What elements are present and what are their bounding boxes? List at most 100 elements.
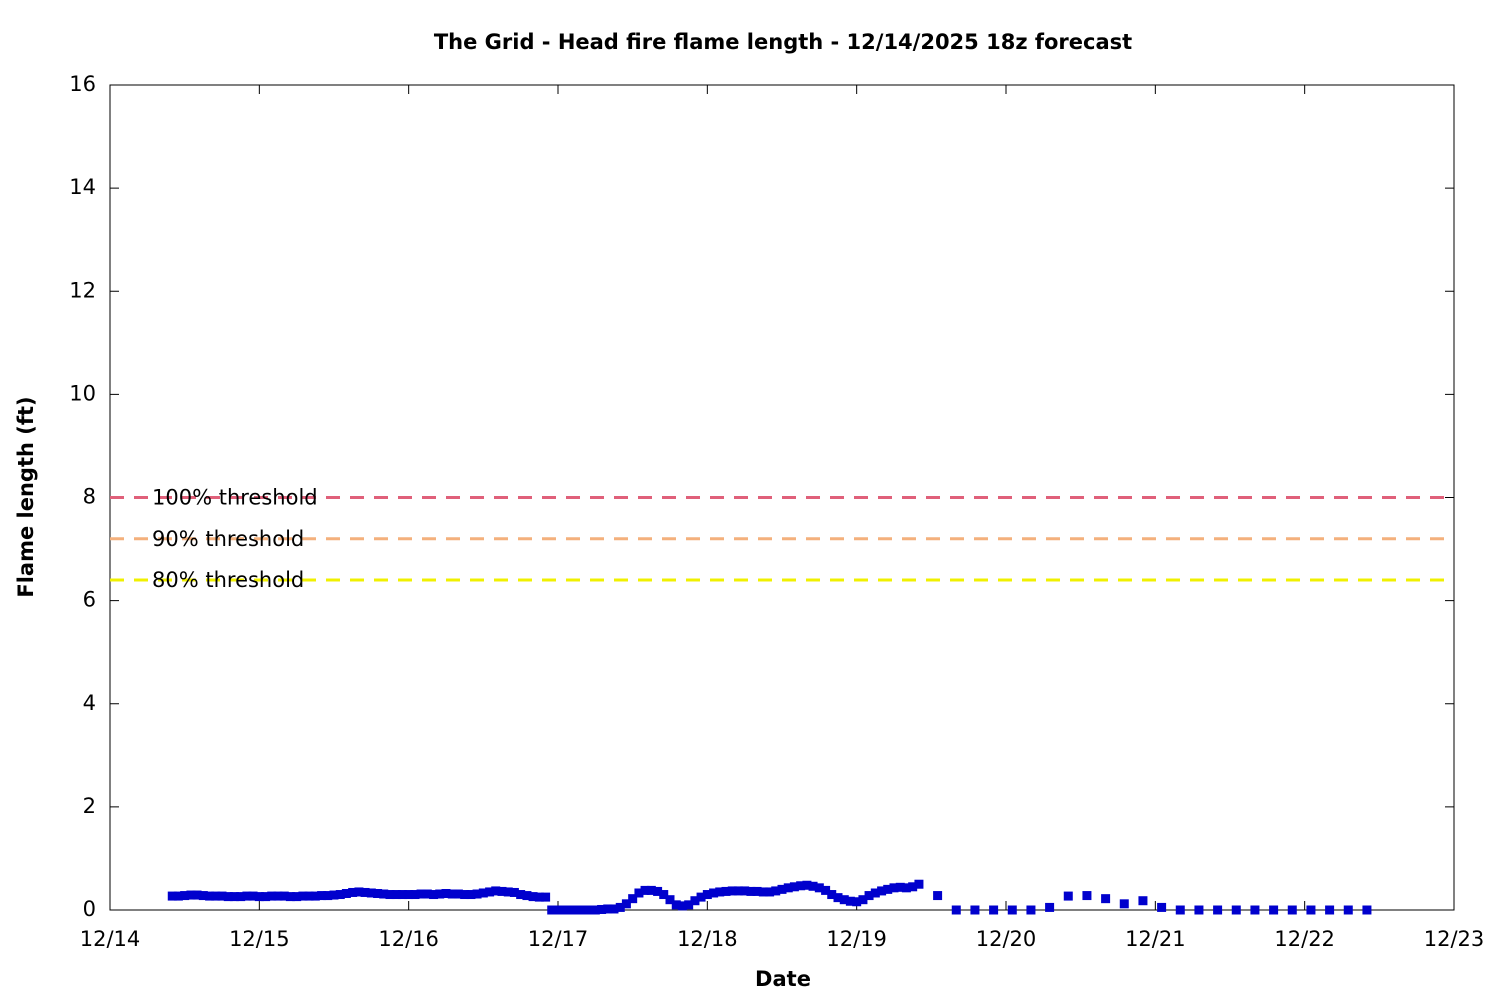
data-point: [453, 889, 463, 899]
data-point: [1343, 905, 1353, 915]
data-point: [578, 905, 588, 915]
data-point: [323, 891, 333, 901]
data-point: [628, 894, 638, 904]
data-point: [1250, 905, 1260, 915]
data-point: [777, 884, 787, 894]
data-point: [665, 895, 675, 905]
data-point: [709, 888, 719, 898]
data-point: [1007, 905, 1017, 915]
data-point: [485, 887, 495, 897]
data-point: [621, 899, 631, 909]
data-point: [534, 892, 544, 902]
data-point: [746, 886, 756, 896]
data-point: [821, 885, 831, 895]
data-point: [447, 889, 457, 899]
y-tick-label: 12: [69, 278, 96, 302]
data-point: [547, 905, 557, 915]
data-point: [870, 888, 880, 898]
data-point: [397, 890, 407, 900]
data-point: [653, 886, 663, 896]
data-point: [167, 891, 177, 901]
data-point: [771, 886, 781, 896]
data-point: [1119, 899, 1129, 909]
data-point: [404, 890, 414, 900]
data-point: [373, 889, 383, 898]
y-tick-label: 10: [69, 381, 96, 405]
data-point: [559, 905, 569, 915]
data-point: [833, 893, 843, 903]
data-point: [385, 890, 395, 900]
data-point: [727, 886, 737, 896]
data-point: [696, 892, 706, 902]
data-point: [1138, 896, 1148, 906]
x-tick-label: 12/17: [528, 927, 589, 951]
data-point: [1287, 905, 1297, 915]
data-point: [659, 890, 669, 900]
data-point: [858, 895, 868, 905]
data-point: [951, 905, 961, 915]
x-axis-label: Date: [755, 967, 811, 991]
data-point: [609, 904, 619, 914]
y-tick-label: 4: [83, 691, 96, 715]
data-point: [1194, 905, 1204, 915]
data-point: [491, 886, 501, 896]
chart-title: The Grid - Head fire flame length - 12/1…: [434, 30, 1132, 54]
data-point: [516, 890, 526, 900]
data-point: [597, 904, 607, 914]
y-tick-label: 6: [83, 588, 96, 612]
threshold-label: 80% threshold: [152, 568, 304, 592]
data-point: [285, 892, 295, 902]
data-point: [478, 888, 488, 898]
data-point: [503, 887, 513, 897]
data-point: [553, 905, 563, 915]
data-point: [472, 889, 482, 899]
data-point: [1306, 905, 1316, 915]
data-point: [211, 891, 221, 901]
data-point: [416, 889, 426, 899]
data-point: [429, 890, 439, 900]
data-point: [864, 891, 874, 901]
data-point: [565, 905, 575, 915]
data-point: [267, 891, 277, 901]
data-point: [528, 892, 538, 902]
data-point: [261, 892, 271, 902]
data-point: [1063, 891, 1073, 901]
data-point: [229, 892, 239, 902]
data-point: [970, 905, 980, 915]
data-point: [522, 891, 532, 901]
data-point: [435, 889, 445, 899]
data-point: [789, 882, 799, 892]
y-tick-label: 2: [83, 794, 96, 818]
data-point: [354, 887, 364, 897]
data-point: [335, 890, 345, 900]
data-point: [634, 888, 644, 898]
data-point: [310, 891, 320, 901]
data-point: [279, 891, 289, 901]
data-point: [1362, 905, 1372, 915]
data-point: [883, 884, 893, 894]
x-tick-label: 12/23: [1424, 927, 1485, 951]
data-point: [740, 886, 750, 896]
data-point: [173, 891, 183, 901]
data-point: [273, 891, 283, 901]
data-point: [1101, 894, 1111, 904]
data-point: [1026, 905, 1036, 915]
y-tick-label: 8: [83, 485, 96, 509]
data-point: [217, 891, 227, 901]
data-point: [690, 896, 700, 906]
data-point: [895, 882, 905, 892]
x-tick-label: 12/19: [826, 927, 887, 951]
data-point: [989, 905, 999, 915]
data-point: [292, 892, 302, 902]
data-point: [360, 887, 370, 897]
data-point: [677, 901, 687, 911]
x-tick-label: 12/15: [229, 927, 290, 951]
data-point: [466, 890, 476, 900]
data-point: [590, 905, 600, 915]
data-point: [460, 890, 470, 900]
data-point: [366, 888, 376, 898]
y-tick-label: 16: [69, 72, 96, 96]
data-point: [615, 902, 625, 912]
data-point: [814, 883, 824, 893]
